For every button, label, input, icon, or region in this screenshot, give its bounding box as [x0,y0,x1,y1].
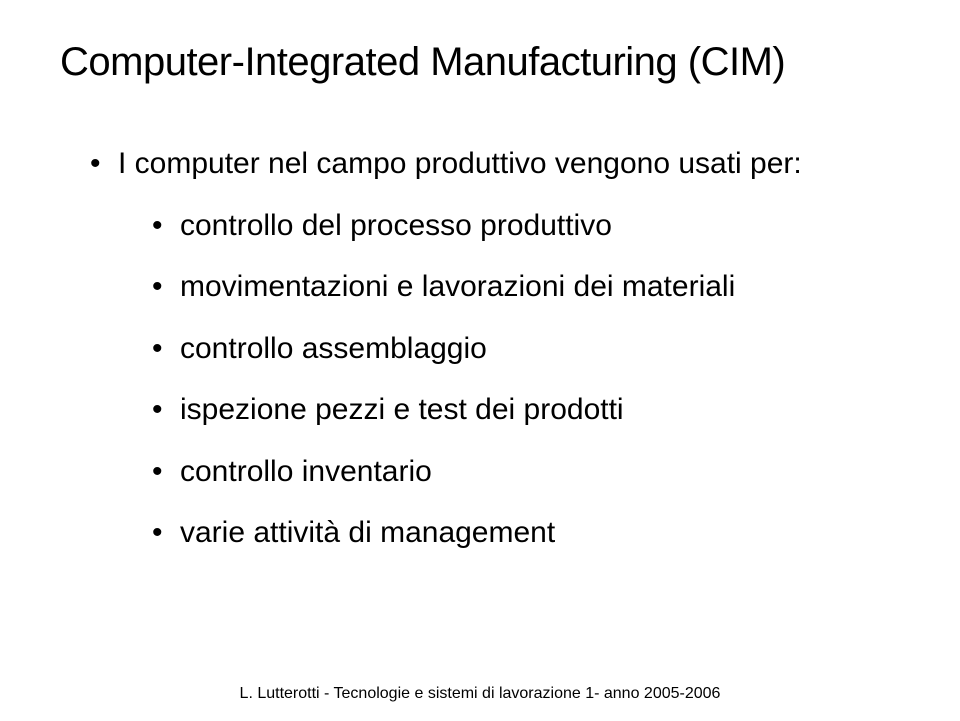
lead-bullet: I computer nel campo produttivo vengono … [90,145,900,552]
list-item: movimentazioni e lavorazioni dei materia… [152,268,900,306]
lead-text: I computer nel campo produttivo vengono … [118,147,802,180]
list-item: ispezione pezzi e test dei prodotti [152,391,900,429]
list-item: controllo del processo produttivo [152,207,900,245]
slide-title: Computer-Integrated Manufacturing (CIM) [60,40,900,85]
bullet-list-outer: I computer nel campo produttivo vengono … [90,145,900,552]
slide: Computer-Integrated Manufacturing (CIM) … [0,0,960,721]
slide-footer: L. Lutterotti - Tecnologie e sistemi di … [0,685,960,703]
list-item: controllo inventario [152,453,900,491]
bullet-list-inner: controllo del processo produttivo movime… [152,207,900,552]
list-item: varie attività di management [152,514,900,552]
list-item: controllo assemblaggio [152,330,900,368]
